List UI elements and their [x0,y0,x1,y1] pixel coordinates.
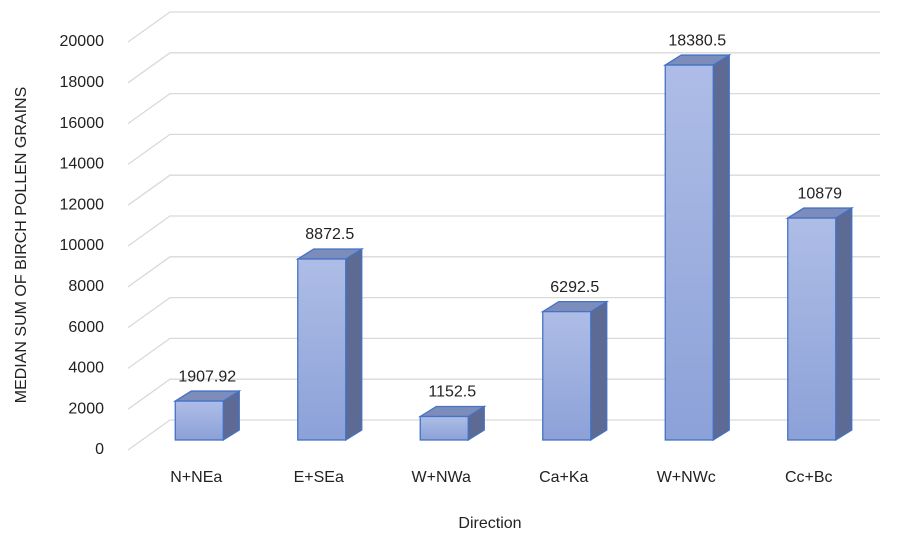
grid-line [127,92,880,125]
grid-line [127,52,880,84]
x-axis-title: Direction [458,515,521,532]
y-tick-label: 4000 [68,360,104,377]
bar [542,310,592,441]
x-tick-label: W+NWa [412,469,472,486]
y-tick-label: 6000 [68,319,104,336]
y-tick-label: 10000 [60,237,105,254]
y-tick-label: 14000 [60,156,105,173]
bar-side [835,206,853,442]
y-tick-label: 0 [95,441,104,458]
bar [297,258,347,441]
x-tick-label: Cc+Bc [785,469,833,486]
y-tick-label: 2000 [68,400,104,417]
data-label: 18380.5 [668,32,726,49]
bar [664,64,714,441]
bar-side [345,247,363,442]
grid-line [127,296,880,329]
y-tick-label: 12000 [60,196,105,213]
x-tick-label: N+NEa [170,469,222,486]
data-label: 10879 [798,185,843,202]
x-tick-label: W+NWc [657,469,716,486]
grid-line [127,419,880,451]
bar [174,400,224,441]
bar-side [712,53,730,442]
grid-line [127,256,880,288]
bar-side [590,300,608,442]
grid-line [127,337,880,369]
y-tick-label: 20000 [60,33,105,50]
y-tick-label: 8000 [68,278,104,295]
y-tick-label: 16000 [60,115,105,132]
grid-line [127,378,880,410]
grid-line [127,174,880,206]
bar [787,217,837,441]
y-tick-label: 18000 [60,74,105,91]
data-label: 6292.5 [550,279,599,296]
data-label: 8872.5 [305,226,354,243]
x-tick-label: Ca+Ka [539,469,588,486]
grid-line [127,215,880,247]
y-axis-title: MEDIAN SUM OF BIRCH POLLEN GRAINS [13,87,30,404]
bar [419,415,469,441]
x-tick-label: E+SEa [294,469,344,486]
grid-line [127,133,880,165]
grid-line [127,11,880,43]
data-label: 1907.92 [178,368,236,385]
data-label: 1152.5 [428,384,476,401]
